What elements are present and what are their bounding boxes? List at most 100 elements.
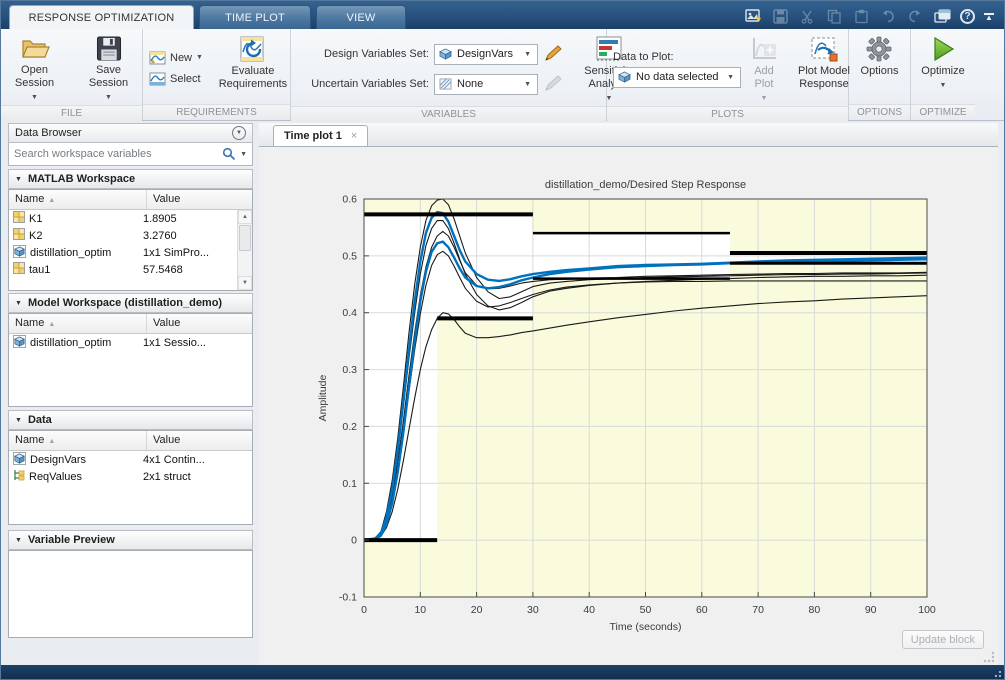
table-header[interactable]: Name ▲ Value [9, 314, 252, 334]
save-icon[interactable] [771, 8, 789, 24]
ribbon-section-variables: Design Variables Set: DesignVars ▼ Uncer… [291, 29, 634, 122]
add-plot-button[interactable]: Add Plot ▼ [745, 32, 783, 106]
new-requirement-button[interactable]: New ▼ [149, 51, 203, 65]
save-session-label: Save Session [88, 64, 129, 89]
search-input[interactable] [14, 148, 223, 160]
dropdown-arrow-icon: ▼ [196, 54, 203, 61]
export-figure-icon[interactable] [744, 8, 762, 24]
close-icon[interactable]: × [350, 130, 358, 142]
table-row[interactable]: DesignVars 4x1 Contin... [9, 451, 252, 468]
paste-icon[interactable] [852, 8, 870, 24]
tab-time-plot-1[interactable]: Time plot 1 × [273, 125, 369, 146]
window-resize-grip[interactable] [991, 667, 1002, 678]
search-icon[interactable] [222, 147, 236, 161]
dropdown-arrow-icon: ▼ [524, 50, 531, 58]
matrix-icon [13, 228, 25, 243]
ribbon-section-requirements: New ▼ Select Evaluate Requirements REQUI… [143, 29, 291, 120]
scroll-down-icon[interactable]: ▼ [238, 276, 252, 290]
plot-model-response-button[interactable]: Plot Model Response [787, 32, 861, 106]
uncertain-variables-set-combo[interactable]: None ▼ [434, 73, 538, 95]
undo-icon[interactable] [879, 8, 897, 24]
scrollbar-thumb[interactable] [239, 225, 251, 251]
cut-icon[interactable] [798, 8, 816, 24]
minimize-ribbon-icon[interactable]: ▲ [984, 13, 994, 22]
svg-text:0: 0 [361, 604, 367, 616]
data-browser-header: Data Browser ▼ [8, 123, 253, 143]
edit-uncertain-variables-icon[interactable] [543, 75, 563, 93]
design-variables-set-value: DesignVars [457, 48, 514, 60]
object-icon [13, 334, 26, 351]
design-variables-set-combo[interactable]: DesignVars ▼ [434, 43, 538, 65]
x-axis-label: Time (seconds) [610, 621, 682, 633]
matlab-workspace-title: MATLAB Workspace [27, 173, 136, 185]
section-model-workspace[interactable]: ▼ Model Workspace (distillation_demo) [8, 293, 253, 313]
quick-access-toolbar: ? ▲ [744, 8, 1004, 29]
save-session-button[interactable]: Save Session ▼ [77, 32, 141, 105]
vertical-scrollbar[interactable]: ▲ ▼ [237, 210, 252, 290]
search-options-icon[interactable]: ▼ [240, 150, 247, 158]
scroll-up-icon[interactable]: ▲ [238, 210, 252, 224]
open-session-button[interactable]: Open Session ▼ [3, 32, 67, 105]
copy-icon[interactable] [825, 8, 843, 24]
section-matlab-workspace[interactable]: ▼ MATLAB Workspace [8, 169, 253, 189]
ribbon: Open Session ▼ Save Session ▼ FILE New ▼ [1, 29, 1004, 122]
svg-text:40: 40 [583, 604, 595, 616]
uncertain-variables-set-label: Uncertain Variables Set: [311, 78, 429, 90]
variable-value: 1x1 Sessio... [143, 336, 206, 349]
edit-design-variables-icon[interactable] [543, 45, 563, 63]
table-row[interactable]: K1 1.8905 [9, 210, 237, 227]
resize-grip[interactable] [983, 651, 995, 663]
update-block-button[interactable]: Update block [901, 630, 984, 649]
select-label: Select [170, 72, 201, 85]
evaluate-requirements-label: Evaluate Requirements [218, 65, 288, 90]
table-header[interactable]: Name ▲ Value [9, 431, 252, 451]
new-requirement-icon [149, 51, 166, 64]
layout-windows-icon[interactable] [933, 8, 951, 24]
data-browser-panel: Data Browser ▼ ▼ ▼ MATLAB Workspace Name… [8, 123, 253, 665]
svg-text:50: 50 [640, 604, 652, 616]
variable-name: tau1 [29, 263, 51, 276]
variable-name: K1 [29, 212, 43, 225]
table-row[interactable]: distillation_optim 1x1 SimPro... [9, 244, 237, 261]
data-to-plot-combo[interactable]: No data selected ▼ [613, 66, 741, 88]
select-requirement-button[interactable]: Select [149, 72, 203, 86]
ribbon-section-file: Open Session ▼ Save Session ▼ FILE [1, 29, 143, 121]
object-icon [13, 244, 26, 261]
sort-ascending-icon: ▲ [48, 438, 56, 445]
dropdown-arrow-icon: ▼ [939, 82, 947, 89]
optimize-run-icon [934, 36, 955, 62]
svg-text:0.3: 0.3 [342, 364, 357, 376]
section-data[interactable]: ▼ Data [8, 410, 253, 430]
tab-response-optimization[interactable]: RESPONSE OPTIMIZATION [9, 5, 194, 29]
uncertain-variables-icon [439, 78, 452, 90]
variable-preview-box [8, 550, 253, 638]
variable-value: 1.8905 [143, 212, 177, 225]
section-label-optimize: OPTIMIZE [911, 104, 975, 120]
table-row[interactable]: tau1 57.5468 [9, 261, 237, 278]
panel-menu-icon[interactable]: ▼ [232, 126, 246, 140]
data-table: Name ▲ Value DesignVars 4x1 Contin... ReqVa… [8, 430, 253, 525]
table-row[interactable]: K2 3.2760 [9, 227, 237, 244]
options-button[interactable]: Options [856, 32, 904, 104]
model-workspace-table: Name ▲ Value distillation_optim 1x1 Sessio… [8, 313, 253, 407]
plot-panel: Time plot 1 × 0 10 20 30 40 50 60 70 80 90 100 -0.1… [259, 123, 998, 665]
table-row[interactable]: distillation_optim 1x1 Sessio... [9, 334, 252, 351]
dropdown-arrow-icon: ▼ [105, 94, 112, 101]
variable-value: 3.2760 [143, 229, 177, 242]
section-variable-preview[interactable]: ▼ Variable Preview [8, 530, 253, 550]
table-row[interactable]: ReqValues 2x1 struct [9, 468, 252, 485]
table-header[interactable]: Name ▲ Value [9, 190, 252, 210]
evaluate-requirements-button[interactable]: Evaluate Requirements [209, 32, 297, 104]
tab-time-plot[interactable]: TIME PLOT [199, 5, 311, 29]
help-icon[interactable]: ? [960, 8, 975, 24]
status-bar [1, 665, 1004, 679]
document-tab-bar: Time plot 1 × [259, 123, 998, 147]
column-value: Value [153, 317, 181, 329]
tab-view[interactable]: VIEW [316, 5, 406, 29]
column-value: Value [153, 193, 181, 205]
search-box: ▼ [8, 143, 253, 166]
optimize-button[interactable]: Optimize ▼ [916, 32, 969, 104]
redo-icon[interactable] [906, 8, 924, 24]
y-axis-label: Amplitude [317, 375, 329, 422]
